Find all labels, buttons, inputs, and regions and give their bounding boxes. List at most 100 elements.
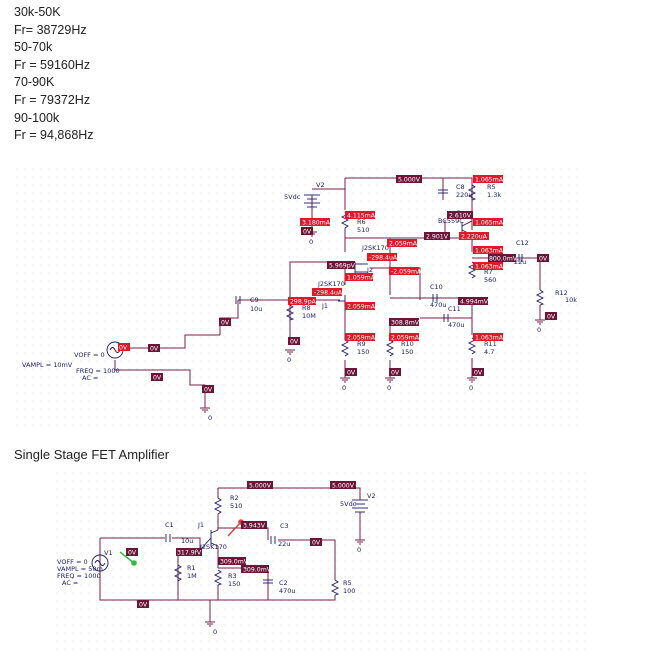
label-r3-value: 150 xyxy=(228,580,240,588)
tag-current: 1.065mA xyxy=(475,220,504,227)
tag-current: 1.063mA xyxy=(475,335,504,342)
component-labels: R2 510 V2 5Vdc C1 10u J1 C3 22u J2SK170 … xyxy=(57,492,376,636)
label-freq: FREQ = 1000 xyxy=(57,572,101,580)
tag-current: 2.059mA xyxy=(347,304,376,311)
tag-current: 2.220uA xyxy=(461,234,488,241)
label-c2-value: 470u xyxy=(279,587,296,595)
capacitor-c9 xyxy=(235,296,241,304)
ground-symbols xyxy=(205,539,365,627)
label-r10-value: 150 xyxy=(401,348,413,356)
label-r8: R8 xyxy=(302,304,311,312)
label-ground: 0 xyxy=(208,414,212,422)
resistor-r12 xyxy=(535,289,545,306)
tag-voltage: 5.969pV xyxy=(329,263,356,270)
label-c1: C1 xyxy=(165,521,174,529)
label-voff: VOFF = 0 xyxy=(57,558,88,566)
resistor-r5 xyxy=(330,579,340,596)
label-ground: 0 xyxy=(213,628,217,636)
note-line: 90-100k xyxy=(14,110,60,125)
resistor-r9 xyxy=(340,339,350,357)
label-ground: 0 xyxy=(357,546,361,554)
tag-voltage: 5.000V xyxy=(249,483,272,490)
label-ground: 0 xyxy=(342,384,346,392)
label-v2-value: 5Vdc xyxy=(284,193,301,201)
tag-voltage: 4.994mV xyxy=(460,299,489,306)
label-j1: J1 xyxy=(197,521,204,529)
tag-voltage: 309.0mV xyxy=(220,559,249,566)
tag-voltage: 0V xyxy=(539,256,548,263)
tag-current: 2.059mA xyxy=(391,335,420,342)
grid-background xyxy=(52,470,588,655)
tag-voltage: 0V xyxy=(128,550,137,557)
label-ground: 0 xyxy=(287,356,291,364)
section-heading: Single Stage FET Amplifier xyxy=(14,447,170,462)
label-vampl: VAMPL = 50m xyxy=(57,565,103,573)
tag-voltage: 0V xyxy=(303,229,312,236)
tag-voltage: 2.610V xyxy=(449,213,472,220)
label-v2-value: 5Vdc xyxy=(340,500,357,508)
label-c10-value: 470u xyxy=(430,301,447,309)
label-r8-value: 10M xyxy=(302,312,316,320)
label-voff: VOFF = 0 xyxy=(74,351,105,359)
tag-voltage: 309.0mV xyxy=(243,567,272,574)
label-j2sk170-top: J2SK170 xyxy=(361,244,389,252)
tag-voltage: 0V xyxy=(139,602,148,609)
label-c3-value: 22u xyxy=(278,540,290,548)
label-r1: R1 xyxy=(187,564,196,572)
schematic-single-stage: R2 510 V2 5Vdc C1 10u J1 C3 22u J2SK170 … xyxy=(52,470,588,655)
tag-current: -298.4uA xyxy=(314,290,343,297)
tag-voltage: 0V xyxy=(290,339,299,346)
label-r5-value: 100 xyxy=(343,587,355,595)
probe-markers xyxy=(119,519,244,566)
tag-voltage: 0V xyxy=(204,387,213,394)
note-line: Fr = 94,868Hz xyxy=(14,128,94,143)
label-c8-value: 220u xyxy=(456,191,473,199)
note-line: 70-90K xyxy=(14,75,55,90)
label-c12-value: 22u xyxy=(514,258,526,266)
label-freq: FREQ = 1000 xyxy=(76,367,120,375)
capacitor-c8 xyxy=(438,189,448,194)
label-r2: R2 xyxy=(230,494,239,502)
label-r10: R10 xyxy=(401,340,414,348)
tag-voltage: 5.000V xyxy=(398,177,421,184)
tag-current: -298.4uA xyxy=(369,255,398,262)
label-v2: V2 xyxy=(367,492,376,500)
tag-current: 298.9pA xyxy=(290,299,317,306)
note-line: Fr= 38729Hz xyxy=(14,22,87,37)
resistor-r3 xyxy=(213,569,223,586)
tag-current: -2.059mA xyxy=(391,269,422,276)
wires xyxy=(99,487,361,622)
label-c1-value: 10u xyxy=(181,537,193,545)
tag-voltage: 5.000V xyxy=(332,483,355,490)
note-line: 30k-50K xyxy=(14,5,61,19)
note-line: Fr = 59160Hz xyxy=(14,57,91,72)
frequency-notes: 30k-50K Fr= 38729Hz 50-70k Fr = 59160Hz … xyxy=(14,4,94,145)
label-j1: J1 xyxy=(321,302,328,310)
label-r2-value: 510 xyxy=(230,502,242,510)
schematic-two-stage: V2 5Vdc C8 220u R5 1.3k R6 510 Q BC559C … xyxy=(10,165,578,427)
label-r9-value: 150 xyxy=(357,348,369,356)
label-c8: C8 xyxy=(456,183,465,191)
ground-symbols xyxy=(200,231,545,413)
label-j2sk170-bottom: J2SK170 xyxy=(317,280,345,288)
capacitor-c3 xyxy=(270,536,276,544)
tag-voltage: 0V xyxy=(312,540,321,547)
tag-current: 1.063mA xyxy=(475,264,504,271)
label-j2: J2 xyxy=(366,266,373,274)
tag-voltage: 0V xyxy=(221,320,230,327)
label-r5: R5 xyxy=(343,579,352,587)
label-r11-value: 4.7 xyxy=(484,348,494,356)
label-v1: V1 xyxy=(104,549,113,557)
label-r9: R9 xyxy=(357,340,366,348)
label-vampl: VAMPL = 10mV xyxy=(22,361,73,369)
tag-voltage: 308.8mV xyxy=(391,320,420,327)
label-r6-value: 510 xyxy=(357,226,369,234)
label-r5: R5 xyxy=(487,183,496,191)
tag-current: 1.065mA xyxy=(475,177,504,184)
tag-voltage: 800.0mV xyxy=(489,256,518,263)
label-c2: C2 xyxy=(279,579,288,587)
label-ground: 0 xyxy=(537,326,541,334)
value-tags: 5.000V 5.000V 3.943V 0V 0V 317.9fV 309.0… xyxy=(126,481,356,609)
label-r12: R12 xyxy=(555,289,568,297)
tag-voltage: 3.943V xyxy=(243,523,266,530)
